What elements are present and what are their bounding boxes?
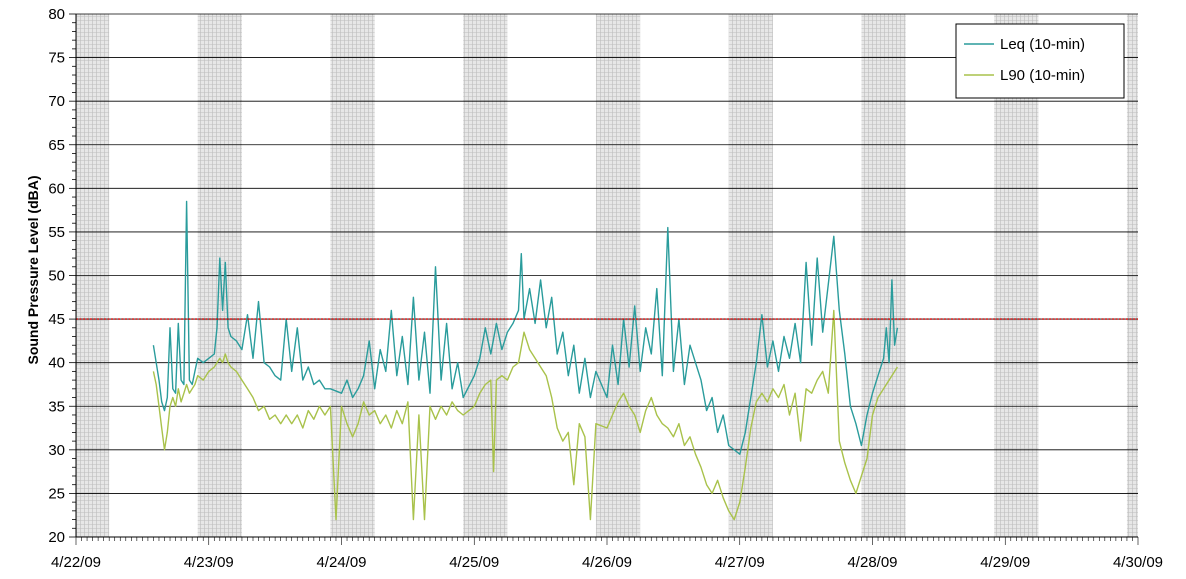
- legend-label-leq: Leq (10-min): [1000, 36, 1085, 53]
- y-tick-label-20: 20: [48, 529, 65, 546]
- x-tick-label-4: 4/26/09: [582, 554, 632, 571]
- x-tick-label-5: 4/27/09: [715, 554, 765, 571]
- y-tick-label-45: 45: [48, 311, 65, 328]
- legend-box: [955, 23, 1125, 99]
- y-tick-label-55: 55: [48, 224, 65, 241]
- y-tick-labels: 20 25 30 35 40 45 50 55 60 65 70 75 80: [48, 6, 65, 546]
- y-tick-label-30: 30: [48, 442, 65, 459]
- series-line-1: [152, 309, 898, 521]
- legend-label-l90: L90 (10-min): [1000, 67, 1085, 84]
- x-tick-label-2: 4/24/09: [316, 554, 366, 571]
- y-tick-label-60: 60: [48, 180, 65, 197]
- series-layer: [152, 200, 899, 521]
- y-tick-label-50: 50: [48, 268, 65, 285]
- axes: [69, 13, 1139, 545]
- y-tick-label-35: 35: [48, 398, 65, 415]
- x-tick-labels: 4/22/09 4/23/09 4/24/09 4/25/09 4/26/09 4/27/…: [51, 554, 1163, 571]
- y-axis-title: Sound Pressure Level (dBA): [25, 175, 41, 364]
- legend: Leq (10-min) L90 (10-min): [955, 23, 1125, 99]
- y-tick-label-70: 70: [48, 93, 65, 110]
- horizontal-gridlines: [76, 13, 1138, 494]
- y-tick-label-25: 25: [48, 485, 65, 502]
- x-tick-label-8: 4/30/09: [1113, 554, 1163, 571]
- y-tick-label-80: 80: [48, 6, 65, 23]
- y-tick-label-40: 40: [48, 355, 65, 372]
- x-tick-label-1: 4/23/09: [184, 554, 234, 571]
- y-tick-label-75: 75: [48, 50, 65, 67]
- series-line-0: [152, 200, 899, 455]
- x-tick-label-3: 4/25/09: [449, 554, 499, 571]
- y-tick-label-65: 65: [48, 137, 65, 154]
- x-tick-label-0: 4/22/09: [51, 554, 101, 571]
- x-tick-label-6: 4/28/09: [847, 554, 897, 571]
- x-tick-label-7: 4/29/09: [980, 554, 1030, 571]
